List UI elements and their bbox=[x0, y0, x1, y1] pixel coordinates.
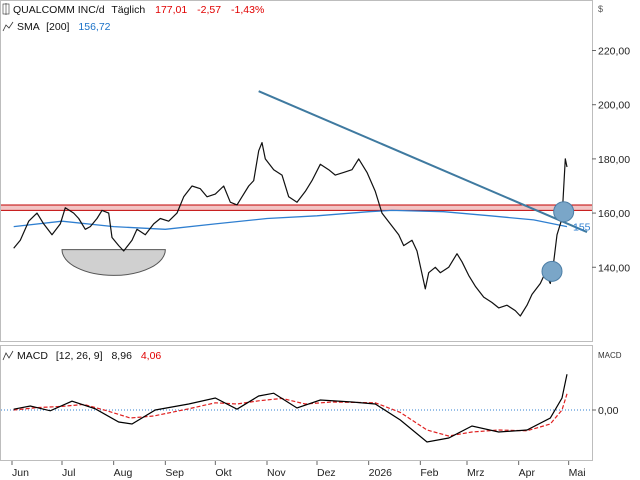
price-change-pct: -1,43% bbox=[231, 4, 264, 16]
price-tick-label: 160,00 bbox=[598, 208, 630, 220]
price-change: -2,57 bbox=[197, 4, 221, 16]
svg-text:SMA [200] 156,: SMA [200] 156,72 bbox=[17, 21, 111, 33]
support-shade-area bbox=[61, 249, 166, 276]
svg-text:QUALCOMM INC/d Täglich: QUALCOMM INC/d Täglich 177,01 -2,57 -1,4… bbox=[13, 4, 264, 16]
retest-marker bbox=[553, 201, 575, 223]
currency-label: $ bbox=[598, 4, 603, 14]
support-shade bbox=[61, 249, 166, 276]
sma-annotation: 155 bbox=[573, 222, 591, 234]
interval-label: Täglich bbox=[111, 4, 145, 16]
price-panel: 155 220,00 200,00 180,00 160,00 140,00 $ QUA… bbox=[0, 0, 630, 342]
price-tick-label: 180,00 bbox=[598, 154, 630, 166]
trendline-layer bbox=[258, 90, 588, 233]
sma-layer bbox=[13, 209, 568, 230]
price-panel-frame bbox=[0, 0, 593, 342]
marker-layer: 155 bbox=[541, 201, 591, 282]
price-tick-label: 140,00 bbox=[598, 262, 630, 274]
time-tick-label: Sep bbox=[165, 467, 184, 479]
sma-label: SMA bbox=[17, 21, 40, 33]
svg-text:MACD [12, 26, 9]: MACD [12, 26, 9] 8,96 4,06 bbox=[17, 350, 161, 362]
time-tick-label: Mrz bbox=[467, 467, 485, 479]
macd-label: MACD bbox=[17, 350, 48, 362]
macd-panel-frame bbox=[0, 345, 593, 461]
time-tick-label: 2026 bbox=[369, 467, 393, 479]
price-layer bbox=[13, 142, 568, 317]
sma-legend-icon bbox=[2, 21, 14, 32]
macd-axis-title: MACD bbox=[598, 351, 622, 360]
macd-legend-icon bbox=[2, 350, 14, 361]
time-tick-label: Nov bbox=[267, 467, 286, 479]
price-legend: QUALCOMM INC/d Täglich 177,01 -2,57 -1,4… bbox=[2, 3, 264, 33]
price-tick-label: 200,00 bbox=[598, 100, 630, 112]
last-price: 177,01 bbox=[155, 4, 187, 16]
price-axis: 220,00 200,00 180,00 160,00 140,00 bbox=[592, 46, 630, 274]
macd-params: [12, 26, 9] bbox=[56, 350, 103, 362]
breakout-marker bbox=[541, 260, 563, 282]
time-tick-label: Aug bbox=[114, 467, 133, 479]
price-tick-label: 220,00 bbox=[598, 46, 630, 58]
signal-value: 4,06 bbox=[141, 350, 162, 362]
macd-panel: 0,00 MACD MACD [12, 26, 9] 8,96 4,06 bbox=[0, 345, 622, 461]
resistance-band bbox=[1, 204, 592, 211]
sma-value: 156,72 bbox=[78, 21, 110, 33]
sma-param: [200] bbox=[46, 21, 69, 33]
resistance-zone bbox=[1, 204, 592, 211]
time-tick-label: Jul bbox=[62, 467, 75, 479]
time-tick-label: Jun bbox=[12, 467, 29, 479]
signal-line bbox=[13, 393, 568, 437]
macd-tick-label: 0,00 bbox=[598, 405, 619, 417]
time-tick-label: Mai bbox=[569, 467, 586, 479]
macd-value: 8,96 bbox=[111, 350, 132, 362]
sma-line bbox=[13, 209, 568, 230]
symbol-label: QUALCOMM INC/d bbox=[13, 4, 105, 16]
time-tick-label: Apr bbox=[519, 467, 536, 479]
time-tick-label: Okt bbox=[215, 467, 231, 479]
macd-legend: MACD [12, 26, 9] 8,96 4,06 bbox=[2, 350, 161, 362]
trendline bbox=[258, 90, 588, 233]
time-tick-label: Dez bbox=[317, 467, 336, 479]
macd-layer bbox=[1, 374, 592, 443]
time-tick-label: Feb bbox=[420, 467, 438, 479]
macd-line bbox=[13, 374, 568, 443]
time-axis: Jun Jul Aug Sep Okt Nov Dez 2026 Feb Mrz Apr Mai bbox=[11, 461, 586, 479]
macd-axis: 0,00 bbox=[592, 405, 619, 417]
price-line bbox=[13, 142, 568, 317]
